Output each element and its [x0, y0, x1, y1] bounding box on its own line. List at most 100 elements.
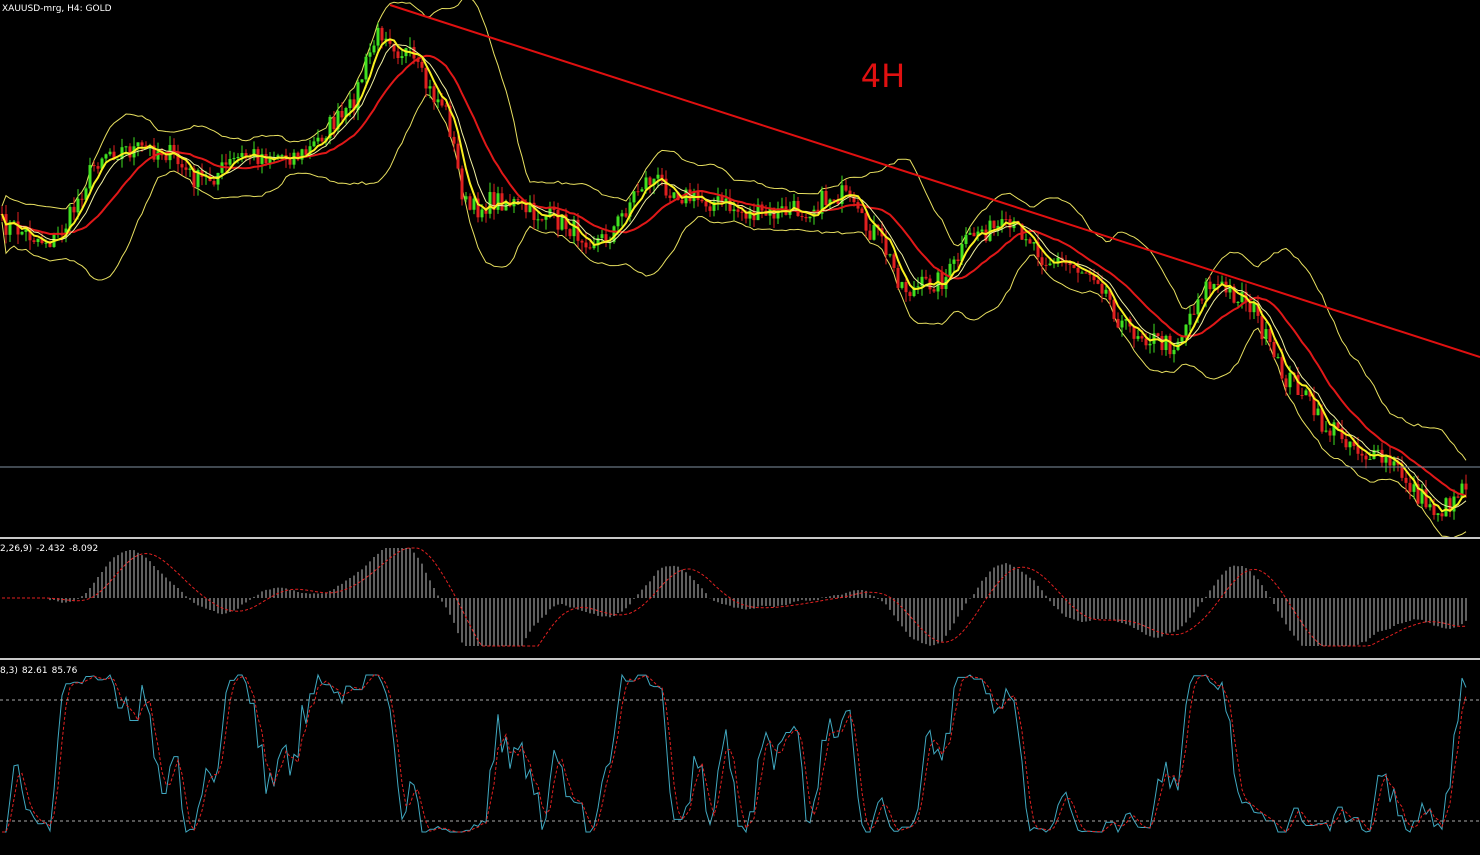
candle-body — [1188, 313, 1192, 325]
candle-body — [92, 165, 96, 167]
candle-body — [260, 154, 264, 164]
candle-body — [432, 86, 436, 103]
candle-body — [24, 229, 28, 232]
indicator-line — [2, 674, 1467, 833]
candle-body — [1032, 242, 1036, 244]
indicator-line — [2, 673, 1467, 834]
candle-body — [1404, 477, 1408, 483]
candle-body — [1120, 320, 1124, 328]
candle-body — [368, 52, 372, 57]
candle-body — [948, 263, 952, 278]
candle-body — [732, 209, 736, 212]
candle-body — [112, 151, 116, 160]
candle-body — [676, 192, 680, 200]
candle-body — [476, 198, 480, 218]
candle-body — [444, 105, 448, 107]
candle-body — [244, 153, 248, 157]
candle-body — [1332, 422, 1336, 436]
candle-body — [180, 164, 184, 168]
candle-body — [308, 146, 312, 155]
indicator-line — [1, 93, 1467, 538]
candle-body — [480, 209, 484, 218]
candle-body — [584, 242, 588, 248]
candle-body — [564, 214, 568, 230]
candle-body — [804, 216, 808, 219]
candle-body — [1300, 395, 1304, 397]
candle-body — [544, 215, 548, 220]
candle-body — [808, 216, 812, 219]
candle-body — [912, 287, 916, 297]
candle-body — [576, 219, 580, 241]
candle-body — [1312, 396, 1316, 416]
candle-body — [1184, 324, 1188, 337]
candle-body — [116, 158, 120, 160]
candle-body — [924, 276, 928, 279]
candle-body — [1392, 461, 1396, 466]
candle-body — [1144, 338, 1148, 346]
candle-body — [1420, 489, 1424, 504]
candle-body — [672, 192, 676, 198]
candle-body — [960, 244, 964, 261]
candle-body — [1400, 464, 1404, 478]
candle-body — [1280, 357, 1284, 379]
candle-body — [716, 196, 720, 202]
candle-body — [188, 168, 192, 170]
candle-body — [1328, 430, 1332, 436]
candle-body — [1196, 299, 1200, 315]
candle-body — [1232, 286, 1236, 303]
candle-body — [968, 232, 972, 235]
candle-body — [1412, 484, 1416, 492]
candle-body — [1124, 319, 1128, 321]
candle-body — [104, 154, 108, 159]
candle-body — [1004, 219, 1008, 221]
candle-body — [460, 168, 464, 200]
candle-body — [1056, 257, 1060, 262]
candle-body — [548, 206, 552, 216]
candle-body — [304, 149, 308, 155]
candle-body — [744, 211, 748, 219]
candle-body — [580, 240, 584, 243]
candle-body — [1092, 275, 1096, 281]
candle-body — [128, 146, 132, 158]
candle-body — [840, 185, 844, 204]
candle-body — [152, 145, 156, 160]
candle-body — [560, 214, 564, 230]
candle-body — [1440, 513, 1444, 517]
candle-body — [640, 189, 644, 192]
candle-body — [436, 99, 440, 103]
candle-body — [656, 174, 660, 179]
candle-body — [828, 199, 832, 205]
candle-body — [456, 143, 460, 169]
candle-body — [864, 213, 868, 231]
candle-body — [736, 209, 740, 212]
candle-body — [652, 178, 656, 185]
candle-body — [1316, 408, 1320, 416]
candle-body — [1044, 264, 1048, 266]
candle-body — [196, 169, 200, 188]
candle-body — [336, 110, 340, 130]
candle-body — [264, 154, 268, 163]
candle-body — [452, 136, 456, 144]
candle-body — [800, 216, 804, 218]
candle-body — [540, 219, 544, 221]
candle-body — [348, 99, 352, 109]
candle-body — [964, 234, 968, 245]
candle-body — [712, 201, 716, 211]
candle-body — [724, 198, 728, 204]
annotation: 4H — [861, 57, 905, 95]
candle-body — [1140, 336, 1144, 339]
trend-line — [389, 4, 1480, 358]
candle-body — [952, 259, 956, 264]
candle-body — [100, 158, 104, 169]
candle-body — [1048, 263, 1052, 266]
candle-body — [696, 191, 700, 200]
candle-body — [592, 245, 596, 249]
candle-body — [1436, 513, 1440, 516]
candle-body — [28, 229, 32, 241]
candle-body — [1096, 280, 1100, 284]
candle-body — [888, 254, 892, 256]
candle-body — [252, 149, 256, 158]
candle-body — [536, 219, 540, 221]
